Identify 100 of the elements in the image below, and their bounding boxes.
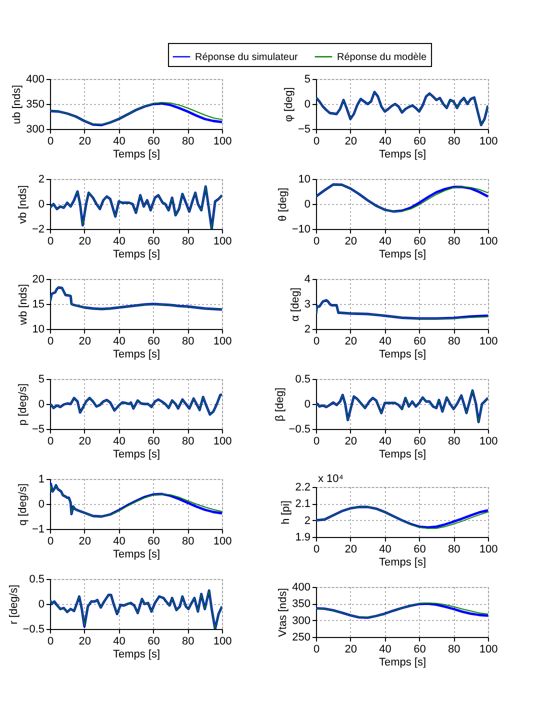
x-tick-label: 0 [47, 536, 54, 548]
x-tick-label: 0 [313, 544, 320, 556]
x-tick-label: 20 [78, 136, 92, 148]
y-tick-label: 350 [292, 598, 310, 610]
y-tick-label: 0 [38, 598, 44, 610]
x-tick-label: 40 [379, 336, 392, 348]
y-axis-title: ub [nds] [11, 84, 24, 124]
x-tick-label: 100 [479, 544, 498, 556]
y-axis-title: vb [nds] [16, 185, 29, 224]
x-tick-label: 0 [313, 436, 320, 448]
x-tick-label: 60 [148, 536, 160, 548]
x-axis-title: Temps [s] [378, 448, 426, 460]
x-tick-label: 20 [78, 536, 92, 548]
y-tick-label: −0.5 [288, 424, 310, 436]
x-tick-label: 60 [414, 336, 426, 348]
x-tick-label: 40 [379, 236, 392, 248]
x-tick-label: 20 [344, 236, 358, 248]
x-tick-label: 60 [414, 544, 426, 556]
y-tick-label: 10 [32, 324, 44, 336]
x-tick-label: 20 [344, 436, 358, 448]
y-tick-label: 0 [304, 98, 310, 110]
x-tick-label: 100 [479, 236, 498, 248]
x-tick-label: 20 [344, 544, 358, 556]
x-tick-label: 80 [448, 136, 460, 148]
y-tick-label: 2 [38, 174, 44, 186]
x-axis-title: Temps [s] [378, 556, 426, 568]
y-tick-label: 0 [38, 398, 44, 410]
x-tick-label: 80 [448, 336, 460, 348]
y-tick-label: 350 [26, 98, 44, 110]
y-axis-title: θ [deg] [276, 188, 289, 222]
x-tick-label: 80 [182, 636, 194, 648]
x-tick-label: 20 [78, 336, 92, 348]
y-tick-label: 250 [292, 632, 310, 644]
x-axis-title: Temps [s] [112, 548, 160, 560]
x-tick-label: 40 [379, 644, 392, 656]
x-tick-label: 60 [148, 236, 160, 248]
x-axis-title: Temps [s] [378, 348, 426, 360]
x-tick-label: 100 [213, 336, 232, 348]
x-tick-label: 20 [344, 136, 358, 148]
x-axis-title: Temps [s] [378, 656, 426, 668]
y-axis-title: wb [nds] [17, 284, 30, 326]
y-axis-title: φ [deg] [282, 87, 295, 122]
x-axis-title: Temps [s] [112, 248, 160, 260]
x-tick-label: 80 [448, 436, 460, 448]
x-tick-label: 40 [113, 536, 126, 548]
y-tick-label: 400 [292, 582, 310, 594]
x-tick-label: 60 [414, 436, 426, 448]
y-tick-label: −1 [32, 524, 44, 536]
y-tick-label: 1.9 [295, 532, 310, 544]
y-tick-label: 0.5 [29, 574, 44, 586]
y-tick-label: 3 [304, 298, 310, 310]
x-tick-label: 60 [148, 336, 160, 348]
y-tick-label: 300 [292, 614, 310, 627]
y-tick-label: 0 [304, 398, 310, 410]
text: x 10⁴ [318, 473, 344, 485]
y-tick-label: −2 [32, 224, 44, 236]
x-tick-label: 60 [414, 644, 426, 656]
x-tick-label: 40 [113, 236, 126, 248]
y-tick-label: 0 [304, 198, 310, 210]
x-tick-label: 40 [113, 436, 126, 448]
x-tick-label: 100 [479, 644, 498, 656]
y-tick-label: 2.2 [295, 482, 310, 494]
x-tick-label: 100 [213, 236, 232, 248]
x-tick-label: 0 [47, 336, 54, 348]
x-tick-label: 60 [148, 636, 160, 648]
x-tick-label: 40 [113, 336, 126, 348]
y-axis-title: q [deg/s] [16, 483, 29, 526]
x-tick-label: 100 [213, 436, 232, 448]
y-axis-title: r [deg/s] [8, 584, 20, 624]
x-tick-label: 100 [479, 136, 498, 148]
x-tick-label: 80 [182, 236, 194, 248]
x-tick-label: 20 [344, 644, 358, 656]
y-tick-label: 5 [38, 374, 44, 386]
x-tick-label: 100 [213, 636, 232, 648]
y-tick-label: 0.5 [295, 374, 310, 386]
y-tick-label: 1 [38, 474, 44, 486]
x-tick-label: 60 [414, 136, 426, 148]
y-tick-label: −5 [298, 124, 310, 136]
y-tick-label: 20 [32, 274, 44, 286]
x-tick-label: 0 [313, 644, 320, 656]
y-axis-title: p [deg/s] [16, 383, 29, 426]
y-tick-label: 2 [304, 324, 310, 336]
x-axis-title: Temps [s] [112, 148, 160, 160]
x-tick-label: 100 [213, 136, 232, 148]
x-tick-label: 0 [313, 136, 320, 148]
x-tick-label: 40 [379, 436, 392, 448]
y-axis-title: Vtas [nds] [277, 588, 290, 637]
x-tick-label: 80 [182, 436, 194, 448]
x-axis-title: Temps [s] [112, 448, 160, 460]
x-axis-title: Temps [s] [112, 348, 160, 360]
x-tick-label: 20 [78, 636, 92, 648]
y-tick-label: 5 [304, 74, 310, 86]
y-tick-label: 2.1 [295, 498, 310, 510]
x-tick-label: 0 [313, 336, 320, 348]
y-tick-label: 4 [304, 274, 310, 286]
x-tick-label: 80 [182, 336, 194, 348]
y-tick-label: 400 [26, 74, 44, 86]
legend-label: Réponse du modèle [337, 52, 427, 63]
x-tick-label: 100 [213, 536, 232, 548]
x-tick-label: 80 [448, 544, 460, 556]
